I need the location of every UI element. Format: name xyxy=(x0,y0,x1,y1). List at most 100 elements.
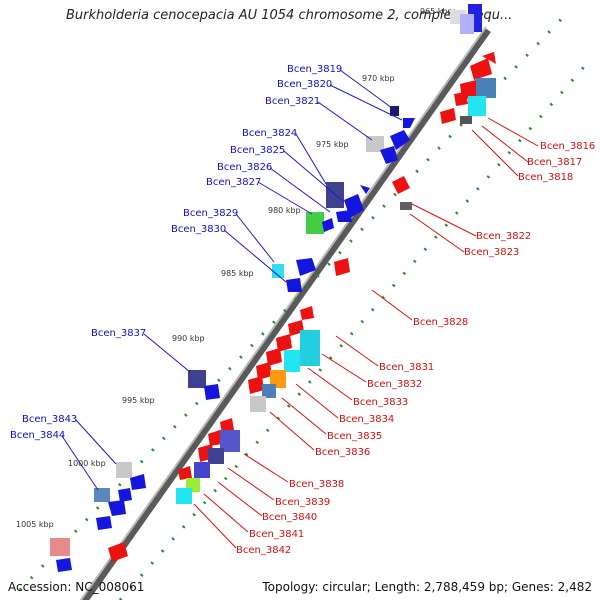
chromosome-backbone-highlight xyxy=(79,26,487,600)
gene-feature xyxy=(118,488,132,502)
gene-label[interactable]: Bcen_3844 xyxy=(10,430,65,441)
callout-line xyxy=(61,435,99,491)
gene-label[interactable]: Bcen_3825 xyxy=(230,145,285,156)
forward-gene-labels: Bcen_3819 Bcen_3820 Bcen_3821 Bcen_3824 … xyxy=(10,64,342,441)
gene-label[interactable]: Bcen_3824 xyxy=(242,128,297,139)
gene-label[interactable]: Bcen_3816 xyxy=(540,141,595,152)
gene-label[interactable]: Bcen_3828 xyxy=(413,317,468,328)
callout-line xyxy=(75,419,117,465)
gene-label[interactable]: Bcen_3831 xyxy=(379,362,434,373)
reverse-gene-features xyxy=(108,52,496,562)
callout-line xyxy=(281,397,327,435)
gene-label[interactable]: Bcen_3832 xyxy=(367,379,422,390)
gene-feature xyxy=(470,58,492,80)
gene-label[interactable]: Bcen_3823 xyxy=(464,247,519,258)
gene-label[interactable]: Bcen_3841 xyxy=(249,529,304,540)
gene-feature xyxy=(178,466,192,480)
gene-feature xyxy=(96,516,112,530)
callout-line xyxy=(143,333,191,373)
callout-line xyxy=(295,383,339,419)
callout-line xyxy=(321,353,367,383)
reverse-gene-labels: Bcen_3816 Bcen_3817 Bcen_3818 Bcen_3822 … xyxy=(236,141,595,556)
gene-label[interactable]: Bcen_3822 xyxy=(476,231,531,242)
gene-label[interactable]: Bcen_3820 xyxy=(277,79,332,90)
callout-line xyxy=(295,133,327,185)
gene-feature xyxy=(454,92,468,106)
gene-feature xyxy=(360,185,370,194)
callout-line xyxy=(283,150,345,203)
gene-feature xyxy=(220,430,240,452)
gene-feature xyxy=(194,462,210,478)
gene-feature xyxy=(286,278,302,292)
forward-gene-features xyxy=(50,4,482,572)
scale-label: 970 kbp xyxy=(362,74,395,83)
gene-label[interactable]: Bcen_3840 xyxy=(262,512,317,523)
gene-feature xyxy=(460,14,474,34)
reverse-callouts xyxy=(193,117,539,549)
gene-feature xyxy=(276,334,292,352)
gene-label[interactable]: Bcen_3835 xyxy=(327,431,382,442)
callout-line xyxy=(307,367,353,401)
gene-feature xyxy=(460,116,472,124)
scale-label: 995 kbp xyxy=(122,396,155,405)
gene-feature xyxy=(108,542,128,562)
callout-line xyxy=(329,84,403,121)
inner-tick-ring xyxy=(118,59,592,600)
gene-label[interactable]: Bcen_3821 xyxy=(265,96,320,107)
callout-line xyxy=(471,129,519,177)
scale-label: 1000 kbp xyxy=(68,459,106,468)
scale-label: 975 kbp xyxy=(316,140,349,149)
gene-feature xyxy=(208,448,224,464)
gene-feature xyxy=(390,130,410,150)
gene-feature xyxy=(482,52,496,64)
callout-line xyxy=(269,411,315,451)
gene-feature xyxy=(250,396,266,412)
gene-label[interactable]: Bcen_3834 xyxy=(339,414,394,425)
gene-label[interactable]: Bcen_3837 xyxy=(91,328,146,339)
callout-line xyxy=(243,453,289,483)
map-title: Burkholderia cenocepacia AU 1054 chromos… xyxy=(66,8,513,23)
gene-label[interactable]: Bcen_3819 xyxy=(287,64,342,75)
gene-label[interactable]: Bcen_3826 xyxy=(217,162,272,173)
scale-label: 965 kbp xyxy=(420,7,453,16)
callout-line xyxy=(257,181,313,215)
gene-label[interactable]: Bcen_3817 xyxy=(527,157,582,168)
gene-feature xyxy=(256,362,272,380)
gene-feature xyxy=(336,210,352,222)
gene-feature xyxy=(266,348,282,366)
gene-label[interactable]: Bcen_3843 xyxy=(22,414,77,425)
callout-line xyxy=(339,69,393,109)
callout-line xyxy=(223,229,287,283)
scale-label: 990 kbp xyxy=(172,334,205,343)
gene-label[interactable]: Bcen_3818 xyxy=(518,172,573,183)
gene-label[interactable]: Bcen_3829 xyxy=(183,208,238,219)
gene-feature xyxy=(248,376,264,394)
gene-feature xyxy=(296,258,316,276)
gene-feature xyxy=(300,330,320,366)
gene-label[interactable]: Bcen_3842 xyxy=(236,545,291,556)
gene-label[interactable]: Bcen_3838 xyxy=(289,479,344,490)
gene-label[interactable]: Bcen_3839 xyxy=(275,497,330,508)
scale-label: 980 kbp xyxy=(268,206,301,215)
gene-feature xyxy=(188,370,206,388)
callout-line xyxy=(227,467,275,501)
gene-feature xyxy=(204,384,220,400)
gene-feature xyxy=(476,78,496,98)
gene-label[interactable]: Bcen_3830 xyxy=(171,224,226,235)
gene-feature xyxy=(176,488,192,504)
gene-feature xyxy=(270,370,286,388)
gene-label[interactable]: Bcen_3836 xyxy=(315,447,370,458)
callout-line xyxy=(317,101,373,141)
callout-line xyxy=(411,203,477,237)
gene-feature xyxy=(56,558,72,572)
gene-feature xyxy=(108,500,126,516)
callout-line xyxy=(269,167,331,213)
chromosome-backbone xyxy=(80,27,491,600)
callout-line xyxy=(481,125,529,163)
gene-label[interactable]: Bcen_3833 xyxy=(353,397,408,408)
gene-label[interactable]: Bcen_3827 xyxy=(206,177,261,188)
gene-feature xyxy=(366,136,384,152)
gene-feature xyxy=(322,218,334,232)
gene-feature xyxy=(468,96,486,116)
